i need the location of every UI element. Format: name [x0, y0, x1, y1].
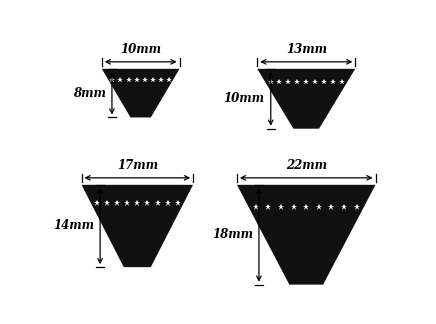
Text: 10mm: 10mm — [120, 43, 161, 56]
Polygon shape — [102, 69, 180, 118]
Polygon shape — [257, 69, 355, 129]
Text: 8mm: 8mm — [73, 87, 106, 100]
Text: 18mm: 18mm — [212, 228, 253, 241]
Text: 10mm: 10mm — [224, 92, 265, 105]
Polygon shape — [237, 185, 375, 284]
Text: 22mm: 22mm — [286, 159, 327, 172]
Text: 14mm: 14mm — [53, 219, 94, 233]
Polygon shape — [82, 185, 193, 267]
Text: 13mm: 13mm — [286, 43, 327, 56]
Text: 17mm: 17mm — [117, 159, 158, 172]
